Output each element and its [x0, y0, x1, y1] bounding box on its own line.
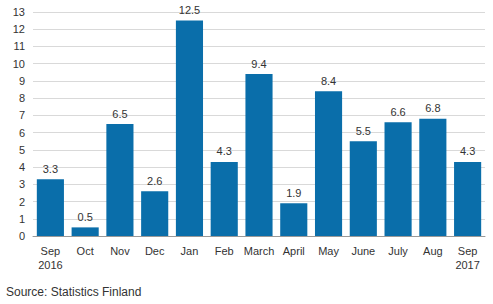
svg-text:5.5: 5.5 — [356, 125, 371, 137]
svg-text:8.4: 8.4 — [321, 75, 336, 87]
svg-text:Oct: Oct — [77, 245, 94, 257]
svg-text:9: 9 — [19, 75, 25, 87]
svg-text:3.3: 3.3 — [43, 163, 58, 175]
svg-text:2017: 2017 — [455, 259, 479, 271]
svg-text:Source: Statistics Finland: Source: Statistics Finland — [6, 285, 141, 299]
svg-text:8: 8 — [19, 92, 25, 104]
svg-text:0.5: 0.5 — [78, 211, 93, 223]
svg-text:June: June — [351, 245, 375, 257]
svg-text:Jan: Jan — [181, 245, 199, 257]
svg-text:4: 4 — [19, 161, 25, 173]
svg-text:4.3: 4.3 — [460, 145, 475, 157]
svg-text:6.8: 6.8 — [425, 102, 440, 114]
svg-text:2016: 2016 — [38, 259, 62, 271]
svg-text:6.6: 6.6 — [390, 106, 405, 118]
svg-text:Aug: Aug — [423, 245, 443, 257]
svg-text:July: July — [388, 245, 408, 257]
svg-text:Sep: Sep — [41, 245, 61, 257]
svg-text:6: 6 — [19, 127, 25, 139]
svg-text:2.6: 2.6 — [147, 175, 162, 187]
svg-text:4.3: 4.3 — [217, 145, 232, 157]
svg-text:0: 0 — [19, 230, 25, 242]
svg-text:11: 11 — [14, 40, 25, 52]
svg-text:March: March — [244, 245, 275, 257]
svg-text:10: 10 — [13, 58, 25, 70]
svg-text:Sep: Sep — [458, 245, 478, 257]
svg-text:Feb: Feb — [215, 245, 234, 257]
svg-text:Dec: Dec — [145, 245, 165, 257]
svg-text:May: May — [318, 245, 339, 257]
svg-text:6.5: 6.5 — [112, 108, 127, 120]
svg-text:1: 1 — [19, 213, 25, 225]
svg-text:9.4: 9.4 — [251, 58, 266, 70]
svg-text:5: 5 — [19, 144, 25, 156]
svg-text:2: 2 — [19, 196, 25, 208]
svg-text:12: 12 — [13, 23, 25, 35]
svg-text:Nov: Nov — [110, 245, 130, 257]
svg-text:3: 3 — [19, 178, 25, 190]
svg-text:13: 13 — [13, 6, 25, 18]
svg-text:1.9: 1.9 — [286, 187, 301, 199]
svg-text:12.5: 12.5 — [179, 4, 200, 16]
svg-text:April: April — [283, 245, 305, 257]
svg-text:7: 7 — [19, 109, 25, 121]
